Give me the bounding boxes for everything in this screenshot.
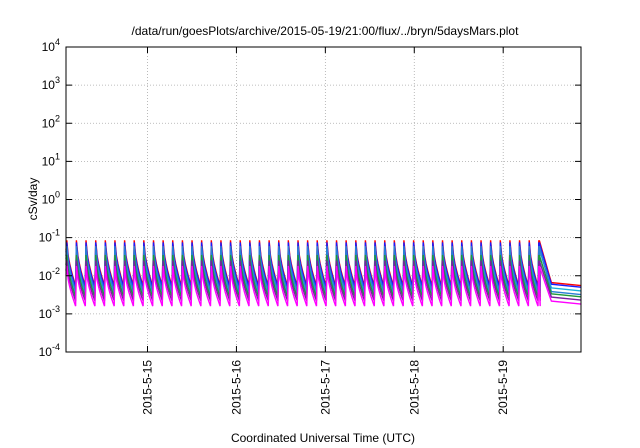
chart-title: /data/run/goesPlots/archive/2015-05-19/2… bbox=[132, 24, 520, 38]
y-tick-label: 102 bbox=[42, 113, 60, 130]
series-line-4 bbox=[65, 254, 582, 298]
x-tick-label: 2015-5-15 bbox=[141, 360, 155, 415]
y-axis-label: cSv/day bbox=[26, 178, 40, 221]
x-axis-label: Coordinated Universal Time (UTC) bbox=[231, 431, 415, 445]
x-tick-label: 2015-5-16 bbox=[229, 360, 243, 415]
y-tick-label: 101 bbox=[42, 151, 60, 168]
x-tick-label: 2015-5-17 bbox=[318, 360, 332, 415]
y-axis-ticks: 104 103 102 101 100 10-1 10-2 10-3 10-4 bbox=[39, 37, 581, 359]
y-tick-label: 10-3 bbox=[39, 304, 60, 321]
series-line-1 bbox=[65, 242, 582, 288]
y-tick-label: 10-2 bbox=[39, 266, 60, 283]
series-line-3 bbox=[65, 245, 582, 296]
series-line-6 bbox=[65, 265, 582, 307]
plot-frame bbox=[65, 46, 582, 353]
x-tick-label: 2015-5-19 bbox=[496, 360, 510, 415]
y-tick-label: 100 bbox=[42, 190, 60, 207]
y-tick-label: 103 bbox=[42, 75, 60, 92]
x-axis-ticks: 2015-5-15 2015-5-16 2015-5-17 2015-5-18 2015… bbox=[141, 47, 510, 415]
series-group bbox=[65, 240, 582, 307]
y-tick-label: 104 bbox=[42, 37, 60, 54]
y-tick-label: 10-4 bbox=[39, 342, 60, 359]
x-tick-label: 2015-5-18 bbox=[407, 360, 421, 415]
grid bbox=[66, 47, 581, 352]
series-line-5 bbox=[65, 260, 582, 302]
y-tick-label: 10-1 bbox=[39, 228, 60, 245]
